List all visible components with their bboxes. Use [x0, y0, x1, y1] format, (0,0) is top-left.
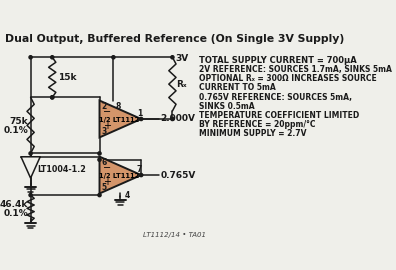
Circle shape [29, 56, 32, 59]
Circle shape [29, 152, 32, 155]
Text: 3V: 3V [176, 53, 189, 63]
Circle shape [112, 56, 115, 59]
Text: +: + [103, 121, 111, 131]
Text: 0.1%: 0.1% [4, 126, 28, 136]
Text: OPTIONAL Rₓ = 300Ω INCREASES SOURCE: OPTIONAL Rₓ = 300Ω INCREASES SOURCE [199, 74, 377, 83]
Text: 5: 5 [101, 183, 106, 192]
Text: TEMPERATURE COEFFICIENT LIMITED: TEMPERATURE COEFFICIENT LIMITED [199, 111, 359, 120]
Text: 1/2 LT1112: 1/2 LT1112 [99, 173, 140, 179]
Text: 0.765V: 0.765V [160, 171, 196, 180]
Text: 4: 4 [124, 191, 129, 200]
Text: 1: 1 [137, 109, 142, 118]
Text: 2.000V: 2.000V [160, 114, 195, 123]
Text: 15k: 15k [58, 73, 76, 82]
Circle shape [171, 117, 174, 121]
Text: Dual Output, Buffered Reference (On Single 3V Supply): Dual Output, Buffered Reference (On Sing… [5, 34, 345, 44]
Circle shape [139, 173, 143, 177]
Text: +: + [103, 177, 111, 187]
Text: 46.4k: 46.4k [0, 200, 28, 209]
Text: 75k: 75k [10, 117, 28, 126]
Circle shape [139, 117, 143, 121]
Circle shape [98, 194, 101, 197]
Circle shape [51, 56, 54, 59]
Text: 2: 2 [101, 102, 107, 111]
Circle shape [51, 96, 54, 99]
Polygon shape [21, 157, 40, 178]
Polygon shape [99, 100, 141, 137]
Text: 6: 6 [101, 158, 107, 167]
Circle shape [29, 194, 32, 197]
Circle shape [98, 158, 101, 161]
Text: BY REFERENCE = 20ppm/°C: BY REFERENCE = 20ppm/°C [199, 120, 315, 129]
Text: 0.765V REFERENCE: SOURCES 5mA,: 0.765V REFERENCE: SOURCES 5mA, [199, 93, 352, 102]
Text: −: − [103, 107, 111, 117]
Circle shape [51, 96, 54, 99]
Text: LT1004-1.2: LT1004-1.2 [37, 164, 86, 174]
Text: CURRENT TO 5mA: CURRENT TO 5mA [199, 83, 276, 92]
Circle shape [171, 56, 174, 59]
Text: TOTAL SUPPLY CURRENT = 700μA: TOTAL SUPPLY CURRENT = 700μA [199, 56, 357, 65]
Polygon shape [99, 157, 141, 194]
Text: 3: 3 [101, 127, 107, 136]
Text: Rₓ: Rₓ [177, 80, 187, 89]
Text: LT1112/14 • TA01: LT1112/14 • TA01 [143, 232, 206, 238]
Text: −: − [103, 163, 111, 173]
Text: 1/2 LT1112: 1/2 LT1112 [99, 117, 140, 123]
Circle shape [98, 152, 101, 155]
Text: SINKS 0.5mA: SINKS 0.5mA [199, 102, 255, 111]
Text: MINIMUM SUPPLY = 2.7V: MINIMUM SUPPLY = 2.7V [199, 129, 307, 139]
Text: 7: 7 [137, 165, 142, 174]
Text: 0.1%: 0.1% [4, 210, 28, 218]
Text: 8: 8 [116, 102, 121, 112]
Text: 2V REFERENCE: SOURCES 1.7mA, SINKS 5mA: 2V REFERENCE: SOURCES 1.7mA, SINKS 5mA [199, 65, 392, 74]
